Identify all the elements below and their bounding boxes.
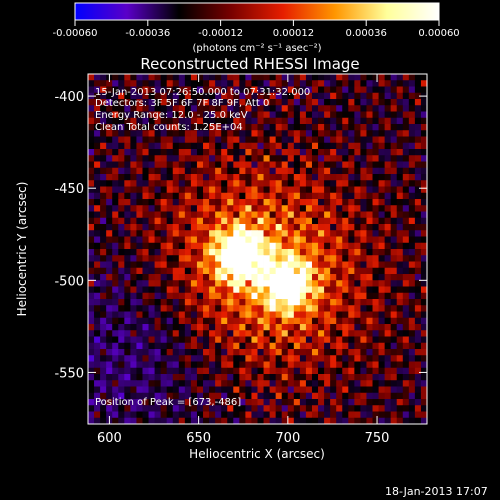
axes: 600 650 700 750 -400 -450 -500 -550 xyxy=(54,74,427,446)
x-tick-label: 700 xyxy=(275,431,300,446)
y-axis-label: Heliocentric Y (arcsec) xyxy=(15,182,29,317)
plot-frame xyxy=(87,73,428,425)
time-range-text: 15-Jan-2013 07:26:50.000 to 07:31:32.000 xyxy=(95,87,311,98)
y-tick-label: -450 xyxy=(54,182,84,197)
heatmap-image xyxy=(88,74,428,425)
colorbar-tick-label: -0.00012 xyxy=(198,28,243,39)
y-tick-label: -500 xyxy=(54,274,84,289)
energy-range-text: Energy Range: 12.0 - 25.0 keV xyxy=(95,110,248,121)
colorbar-frame xyxy=(74,2,440,21)
colorbar-tick-label: 0.00036 xyxy=(346,28,387,39)
colorbar-tick-label: -0.00036 xyxy=(125,28,170,39)
y-tick-label: -550 xyxy=(54,366,84,381)
x-axis-label: Heliocentric X (arcsec) xyxy=(189,447,325,461)
colorbar: -0.00060 -0.00036 -0.00012 0.00012 0.00036 0.… xyxy=(53,2,460,54)
y-tick-label: -400 xyxy=(54,90,84,105)
chart-title: Reconstructed RHESSI Image xyxy=(140,55,359,73)
detectors-text: Detectors: 3F 5F 6F 7F 8F 9F, Att 0 xyxy=(95,98,270,109)
x-tick-label: 600 xyxy=(97,431,122,446)
colorbar-gradient xyxy=(75,3,439,20)
peak-position-text: Position of Peak = [673,-486] xyxy=(95,397,242,408)
colorbar-unit-label: (photons cm⁻² s⁻¹ asec⁻²) xyxy=(192,43,321,54)
colorbar-tick-label: 0.00060 xyxy=(418,28,459,39)
x-tick-label: 750 xyxy=(365,431,390,446)
colorbar-tick-label: 0.00012 xyxy=(273,28,314,39)
footer-date: 18-Jan-2013 17:07 xyxy=(385,485,488,498)
clean-counts-text: Clean Total counts: 1.25E+04 xyxy=(95,122,243,133)
x-tick-label: 650 xyxy=(186,431,211,446)
colorbar-tick-label: -0.00060 xyxy=(53,28,98,39)
